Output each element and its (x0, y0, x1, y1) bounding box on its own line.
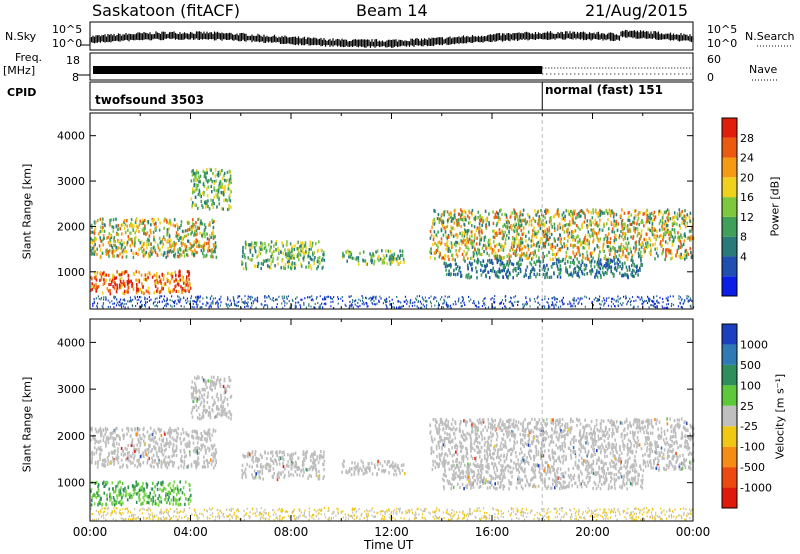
cpid-segment-2: normal (fast) 151 (545, 83, 663, 97)
x-axis-label: Time UT (364, 538, 414, 552)
colorbar-0-cell-7 (722, 137, 737, 158)
colorbar-tick-0-1: 24 (740, 152, 754, 165)
date-title: 21/Aug/2015 (585, 1, 689, 20)
beam-title: Beam 14 (356, 1, 428, 20)
colorbar-tick-1-3: 25 (740, 400, 754, 413)
xtick-label-1: 04:00 (173, 525, 208, 539)
colorbar-tick-0-0: 28 (740, 132, 754, 145)
colorbar-0-cell-6 (722, 157, 737, 178)
colorbar-tick-0-6: 4 (740, 250, 747, 263)
colorbar-tick-0-4: 12 (740, 211, 754, 224)
nave-tick-bottom: 0 (707, 71, 714, 84)
colorbar-1-cell-6 (722, 364, 737, 386)
colorbar-1-cell-7 (722, 344, 737, 365)
nsearch-tick-bottom: 10^0 (707, 37, 738, 50)
nsearch-label: N.Search (745, 30, 795, 43)
colorbar-tick-1-0: 1000 (740, 338, 768, 351)
colorbar-1-cell-3 (722, 426, 737, 447)
colorbar-tick-1-7: -1000 (740, 482, 772, 495)
colorbar-1-cell-8 (722, 324, 737, 345)
freq-unit: [MHz] (3, 64, 36, 77)
colorbar-tick-0-5: 8 (740, 231, 747, 244)
colorbar-1-cell-5 (722, 385, 737, 406)
ytick-label-0-0: 4000 (57, 130, 85, 143)
nave-label: Nave (749, 63, 778, 76)
nsky-panel-frame (89, 21, 694, 51)
colorbar-0-cell-5 (722, 177, 737, 198)
echo-cells-1 (90, 375, 695, 521)
ytick-label-0-1: 3000 (57, 175, 85, 188)
freq-tick-bottom: 8 (72, 71, 79, 84)
echo-cells-0 (90, 167, 695, 309)
freq-trace (93, 66, 543, 74)
ytick-label-0-3: 1000 (57, 266, 85, 279)
colorbar-1-cell-0 (722, 487, 737, 508)
nsky-tick-top: 10^5 (52, 23, 83, 36)
colorbar-tick-1-6: -500 (740, 461, 765, 474)
colorbar-tick-0-2: 20 (740, 171, 754, 184)
cpid-label: CPID (7, 86, 37, 99)
nave-tick-top: 60 (707, 53, 721, 66)
cpid-panel-frame (89, 81, 694, 111)
colorbar-0-cell-1 (722, 256, 737, 277)
colorbar-0-cell-8 (722, 118, 737, 138)
colorbar-tick-1-1: 500 (740, 359, 761, 372)
colorbar-1-cell-4 (722, 405, 737, 427)
ytick-label-1-3: 1000 (57, 477, 85, 490)
station-title: Saskatoon (fitACF) (92, 1, 241, 20)
ytick-label-0-2: 2000 (57, 220, 85, 233)
colorbar-tick-0-3: 16 (740, 191, 754, 204)
xtick-label-0: 00:00 (73, 525, 108, 539)
colorbar-frame-1 (721, 323, 738, 509)
nsky-label: N.Sky (5, 30, 37, 43)
colorbar-tick-1-5: -100 (740, 441, 765, 454)
colorbar-frame-0 (721, 117, 738, 297)
freq-panel-frame (89, 52, 694, 81)
colorbar-tick-1-2: 100 (740, 379, 761, 392)
nsky-trace (89, 29, 694, 48)
nsky-tick-bottom: 10^0 (52, 37, 83, 50)
freq-label: Freq. (15, 51, 43, 64)
xtick-label-6: 00:00 (676, 525, 711, 539)
ytick-label-1-2: 2000 (57, 430, 85, 443)
colorbar-0-cell-2 (722, 236, 737, 257)
xtick-label-5: 20:00 (575, 525, 610, 539)
colorbar-0-cell-0 (722, 276, 737, 296)
ytick-label-1-1: 3000 (57, 383, 85, 396)
colorbar-0-cell-3 (722, 216, 737, 237)
xtick-label-3: 12:00 (374, 525, 409, 539)
colorbar-1-cell-2 (722, 446, 737, 468)
freq-tick-top: 18 (66, 54, 80, 67)
xtick-label-2: 08:00 (274, 525, 309, 539)
ytick-label-1-0: 4000 (57, 336, 85, 349)
cpid-segment-1: twofsound 3503 (95, 93, 204, 107)
colorbar-0-cell-4 (722, 197, 737, 217)
xtick-label-4: 16:00 (475, 525, 510, 539)
colorbar-1-cell-1 (722, 467, 737, 488)
colorbar-tick-1-4: -25 (740, 420, 758, 433)
nsearch-tick-top: 10^5 (707, 23, 738, 36)
